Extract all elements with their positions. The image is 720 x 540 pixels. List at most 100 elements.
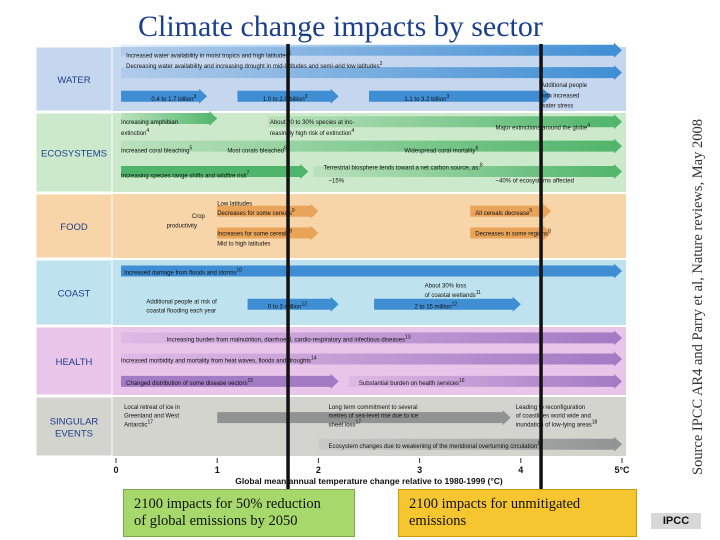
sector-label-cell — [35, 46, 113, 112]
box-unmitigated: 2100 impacts for unmitigated emissions — [398, 489, 637, 537]
impact-arrow — [121, 351, 622, 367]
impact-label: metres of sea-level rise due to ice — [329, 414, 419, 420]
impact-label: Increasing amphibian — [121, 120, 178, 126]
impact-label: water stress — [540, 104, 573, 110]
impact-arrow — [348, 373, 622, 389]
footnote-ref: 9 — [289, 228, 292, 234]
sector-name: WATER — [57, 75, 90, 86]
impact-label: Increased damage from floods and storms1… — [124, 268, 242, 277]
impact-label: Additional people — [541, 83, 588, 89]
impact-label: Leading to reconfiguration — [516, 405, 585, 411]
impact-label: productivity — [167, 224, 197, 230]
sector-name: EVENTS — [55, 429, 93, 440]
impact-label: Greenland and West — [124, 414, 179, 420]
box-left-line2: of global emissions by 2050 — [134, 513, 298, 529]
footnote-ref: 9 — [548, 228, 551, 234]
box-right-line1: 2100 impacts for unmitigated — [409, 496, 581, 512]
footnote-ref: 12 — [452, 302, 458, 308]
footnote-ref: 2 — [380, 61, 383, 67]
footnote-ref: 4 — [352, 128, 355, 134]
impact-arrow — [470, 203, 552, 219]
impact-label: of coastlines world wide and — [516, 414, 591, 420]
impact-label: Major extinctions around the globe4 — [496, 122, 591, 131]
impact-arrow — [369, 88, 552, 104]
sector-label-cell — [35, 193, 113, 259]
sector-label-cell — [35, 396, 113, 457]
impact-label: ~15% — [329, 178, 345, 184]
sector-water: WATER Increased water availability in moi… — [35, 42, 626, 112]
footnote-ref: 4 — [146, 128, 149, 134]
footnote-ref: 8 — [480, 163, 483, 169]
impact-label: Crop — [192, 214, 206, 220]
footnote-ref: 9 — [292, 208, 295, 214]
footnote-ref: 13 — [405, 335, 411, 341]
impact-label: Increases for some cereals9 — [217, 228, 292, 237]
x-axis: 0 1 2 3 4 5°C Global mean annual temperature c… — [113, 458, 630, 486]
impact-label: Decreases for some cereals9 — [217, 208, 295, 217]
impact-label: Increasing species range shifts and wild… — [121, 171, 249, 180]
sector-name: COAST — [58, 289, 91, 300]
impact-label: with increased — [540, 93, 579, 99]
footnote-ref: 14 — [311, 356, 317, 362]
sector-name: HEALTH — [56, 357, 93, 368]
box-50pct-reduction: 2100 impacts for 50% reduction of global… — [123, 489, 355, 537]
footnote-ref: 12 — [301, 302, 307, 308]
sector-name: FOOD — [60, 222, 88, 233]
footnote-ref: 3 — [305, 94, 308, 100]
footnote-ref: 3 — [446, 94, 449, 100]
impact-label: 2 to 15 million12 — [415, 302, 458, 311]
impact-arrow — [374, 296, 521, 312]
footnote-ref: 1 — [289, 51, 292, 57]
sector-ecosystems: ECOSYSTEMS Increasing amphibian extinction… — [35, 111, 626, 193]
impact-arrow — [121, 88, 208, 104]
impact-label: extinction4 — [121, 128, 149, 137]
source-note: Source IPCC AR4 and Parry et al, Nature … — [690, 119, 706, 475]
impact-label: Substantial burden on health services16 — [359, 378, 465, 387]
footnote-ref: 11 — [476, 290, 481, 296]
reference-lines — [286, 44, 543, 490]
sector-coast: COAST Increased damage from floods and st… — [35, 259, 626, 326]
impact-label: inundation of low-lying areas18 — [516, 420, 598, 429]
impact-label: Widespread coral mortality6 — [404, 145, 478, 154]
footnote-ref: 6 — [284, 145, 287, 151]
x-tick-label: 2 — [316, 465, 321, 475]
impact-arrow — [318, 436, 622, 452]
impact-arrow — [121, 42, 622, 58]
impact-label: Antarctic17 — [124, 420, 153, 429]
footnote-ref: 18 — [592, 420, 598, 426]
impact-label: Increased water availability in moist tr… — [126, 51, 291, 60]
sectors-layer: WATER Increased water availability in moi… — [35, 42, 626, 457]
sector-label-cell — [35, 112, 113, 193]
sector-name: SINGULAR — [50, 417, 99, 428]
impact-arrow — [121, 373, 339, 389]
footnote-ref: 7 — [246, 171, 249, 177]
impact-label: reasingly high risk of extinction4 — [270, 128, 355, 137]
impact-label: Most corals bleached6 — [227, 145, 287, 154]
x-tick-label: 0 — [113, 465, 118, 475]
impact-label: Mid to high latitudes — [217, 242, 270, 248]
x-tick-label: 1 — [215, 465, 220, 475]
impact-arrow — [121, 65, 622, 81]
box-right-line2: emissions — [409, 513, 467, 529]
footnote-ref: 15 — [248, 378, 254, 384]
impact-arrow — [121, 263, 622, 279]
ipcc-logo: IPCC — [651, 513, 701, 529]
impact-arrow — [247, 296, 339, 312]
footnote-ref: 9 — [529, 208, 532, 214]
impact-label: 1.1 to 3.2 billion3 — [404, 94, 449, 103]
impact-label: Additional people at risk of — [146, 299, 217, 305]
footnote-ref: 3 — [193, 94, 196, 100]
impact-arrow — [313, 163, 622, 179]
footnote-ref: 5 — [189, 145, 192, 151]
sector-label-cell — [35, 326, 113, 396]
sector-label-cell — [35, 259, 113, 326]
impact-label: About 20 to 30% species at inc- — [270, 120, 354, 126]
impact-arrow — [267, 114, 622, 130]
impact-label: coastal flooding each year — [146, 308, 216, 314]
x-axis-label: Global mean annual temperature change re… — [235, 476, 503, 486]
impact-label: sheet loss17 — [329, 420, 362, 429]
x-tick-label: 3 — [417, 465, 422, 475]
impact-arrow — [121, 163, 309, 179]
